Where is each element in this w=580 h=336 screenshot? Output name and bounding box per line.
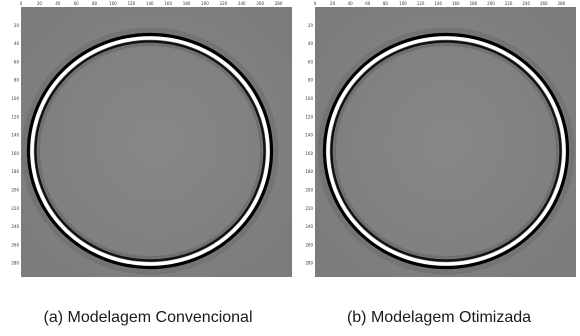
y-tick-label: 200 [305,188,313,193]
x-tick-label: 60 [365,1,371,6]
x-tick-label: 280 [275,1,283,6]
y-tick-label: 40 [308,41,314,46]
x-tick-label: 0 [314,1,317,6]
panel-b-wavefront [317,27,575,275]
x-tick-label: 20 [37,1,43,6]
x-tick-label: 120 [417,1,425,6]
panel-a-y-ticks: 20 40 60 80 100 120 140 160 180 200 220 240 260 280 [11,23,19,266]
x-tick-label: 240 [522,1,530,6]
y-tick-label: 120 [305,114,313,119]
y-tick-label: 120 [11,114,19,119]
x-tick-label: 220 [505,1,513,6]
y-tick-label: 280 [305,261,313,266]
panel-b-wavefield-plot: 0 20 40 60 80 100 120 140 160 180 200 220 240 260 280 … [305,1,576,277]
y-tick-label: 160 [305,151,313,156]
panel-a-caption: (a) Modelagem Convencional [43,309,253,326]
x-tick-label: 80 [383,1,389,6]
panel-b-x-ticks: 0 20 40 60 80 100 120 140 160 180 200 220 240 260 280 [314,1,566,6]
y-tick-label: 80 [14,78,20,83]
y-tick-label: 280 [11,261,19,266]
x-tick-label: 100 [109,1,117,6]
panel-a-wavefront [21,27,279,275]
y-tick-label: 60 [308,59,314,64]
panel-b-y-ticks: 20 40 60 80 100 120 140 160 180 200 220 240 260 280 [305,23,313,266]
y-tick-label: 40 [14,41,20,46]
x-tick-label: 20 [330,1,336,6]
y-tick-label: 100 [11,96,19,101]
y-tick-label: 100 [305,96,313,101]
x-tick-label: 40 [55,1,61,6]
x-tick-label: 140 [146,1,154,6]
x-tick-label: 200 [201,1,209,6]
x-tick-label: 240 [238,1,246,6]
x-tick-label: 260 [256,1,264,6]
x-tick-label: 120 [128,1,136,6]
x-tick-label: 100 [399,1,407,6]
x-tick-label: 160 [452,1,460,6]
y-tick-label: 260 [305,242,313,247]
y-tick-label: 240 [305,224,313,229]
y-tick-label: 220 [11,206,19,211]
y-tick-label: 60 [14,59,20,64]
y-tick-label: 160 [11,151,19,156]
x-tick-label: 60 [74,1,80,6]
y-tick-label: 140 [305,133,313,138]
x-tick-label: 200 [487,1,495,6]
y-tick-label: 20 [14,23,20,28]
x-tick-label: 0 [20,1,23,6]
panel-b-caption: (b) Modelagem Otimizada [346,309,532,326]
x-tick-label: 180 [470,1,478,6]
x-tick-label: 160 [164,1,172,6]
x-tick-label: 280 [558,1,566,6]
y-tick-label: 80 [308,78,314,83]
y-tick-label: 20 [308,23,314,28]
y-tick-label: 240 [11,224,19,229]
panel-a-wavefield-plot: 0 20 40 60 80 100 120 140 160 180 200 220 240 260 280 … [11,1,292,277]
x-tick-label: 40 [348,1,354,6]
x-tick-label: 180 [183,1,191,6]
x-tick-label: 220 [220,1,228,6]
x-tick-label: 140 [434,1,442,6]
y-tick-label: 260 [11,242,19,247]
x-tick-label: 260 [540,1,548,6]
y-tick-label: 140 [11,133,19,138]
panel-a-x-ticks: 0 20 40 60 80 100 120 140 160 180 200 220 240 260 280 [20,1,283,6]
x-tick-label: 80 [92,1,98,6]
y-tick-label: 220 [305,206,313,211]
y-tick-label: 200 [11,188,19,193]
y-tick-label: 180 [305,169,313,174]
y-tick-label: 180 [11,169,19,174]
